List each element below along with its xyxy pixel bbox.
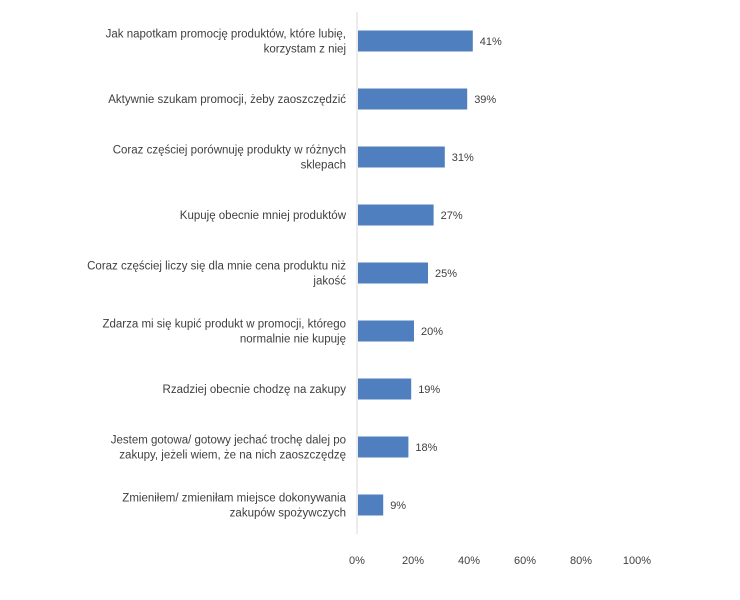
bar <box>358 378 412 400</box>
bar <box>358 204 434 226</box>
category-label-line: korzystam z niej <box>264 44 346 56</box>
category-label-line: sklepach <box>301 160 346 172</box>
data-label: 25% <box>435 268 457 280</box>
data-label: 31% <box>452 152 474 164</box>
category-label: Coraz częściej liczy się dla mnie cena p… <box>87 261 346 288</box>
x-tick-label: 60% <box>514 555 536 567</box>
bar <box>358 88 468 110</box>
bar <box>358 30 473 52</box>
category-label: Kupuję obecnie mniej produktów <box>180 210 347 222</box>
data-label: 39% <box>474 94 496 106</box>
category-label-line: zakupów spożywczych <box>230 508 346 520</box>
category-label: Aktywnie szukam promocji, żeby zaoszczęd… <box>108 94 346 106</box>
bar <box>358 320 414 342</box>
bar <box>358 436 409 458</box>
category-label-line: Aktywnie szukam promocji, żeby zaoszczęd… <box>108 94 346 106</box>
category-label-line: Zmieniłem/ zmieniłam miejsce dokonywania <box>122 493 346 505</box>
category-label-line: Coraz częściej liczy się dla mnie cena p… <box>87 261 346 273</box>
category-label-line: Kupuję obecnie mniej produktów <box>180 210 347 222</box>
category-label: Zdarza mi się kupić produkt w promocji, … <box>102 319 346 346</box>
category-label: Zmieniłem/ zmieniłam miejsce dokonywania… <box>122 493 346 520</box>
data-label: 41% <box>480 36 502 48</box>
x-tick-label: 40% <box>458 555 480 567</box>
x-tick-label: 0% <box>349 555 365 567</box>
category-label-line: Jak napotkam promocję produktów, które l… <box>106 29 346 41</box>
x-tick-label: 80% <box>570 555 592 567</box>
data-label: 20% <box>421 326 443 338</box>
data-label: 19% <box>418 384 440 396</box>
x-tick-label: 100% <box>623 555 651 567</box>
category-label-line: Zdarza mi się kupić produkt w promocji, … <box>102 319 346 331</box>
category-label: Coraz częściej porównuję produkty w różn… <box>113 145 346 172</box>
x-tick-label: 20% <box>402 555 424 567</box>
category-label: Rzadziej obecnie chodzę na zakupy <box>163 384 347 396</box>
category-label: Jak napotkam promocję produktów, które l… <box>106 29 346 56</box>
category-label-line: Rzadziej obecnie chodzę na zakupy <box>163 384 347 396</box>
bar <box>358 262 428 284</box>
category-label-line: zakupy, jeżeli wiem, że na nich zaoszczę… <box>119 450 346 462</box>
data-label: 18% <box>415 442 437 454</box>
bar <box>358 146 445 168</box>
data-label: 27% <box>441 210 463 222</box>
category-label-line: Coraz częściej porównuję produkty w różn… <box>113 145 346 157</box>
category-label-line: jakość <box>312 276 346 288</box>
bar <box>358 494 384 516</box>
category-label: Jestem gotowa/ gotowy jechać trochę dale… <box>111 435 346 462</box>
data-label: 9% <box>390 500 406 512</box>
category-label-line: normalnie nie kupuję <box>240 334 346 346</box>
category-label-line: Jestem gotowa/ gotowy jechać trochę dale… <box>111 435 346 447</box>
